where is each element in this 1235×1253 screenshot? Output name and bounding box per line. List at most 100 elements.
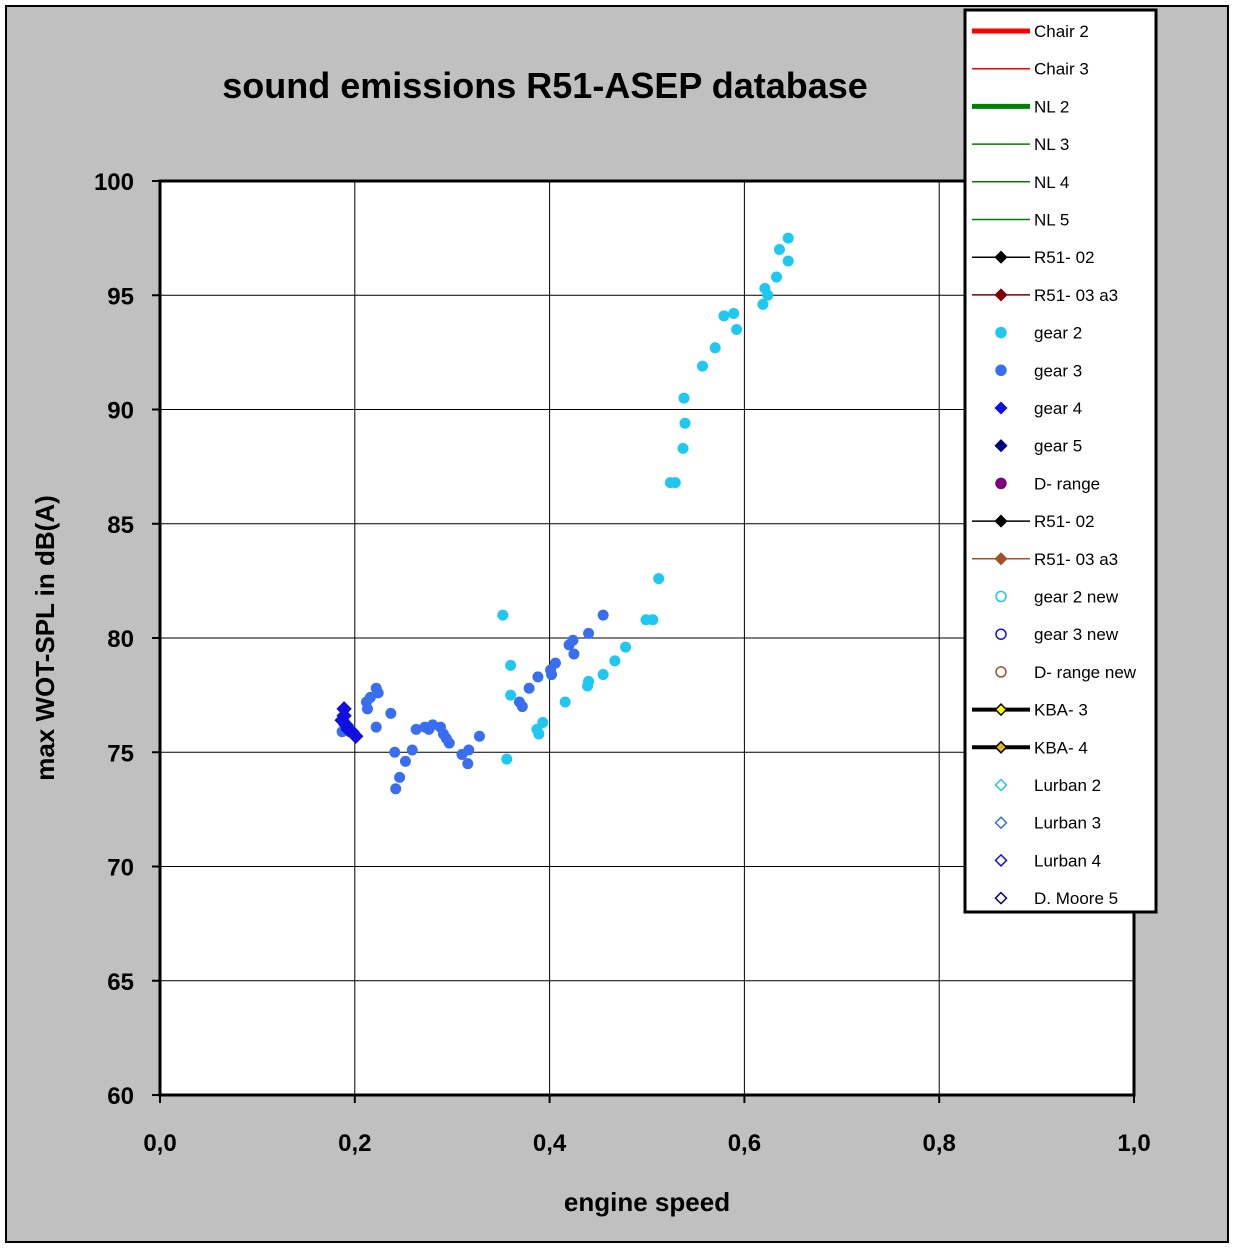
legend-item: KBA- 3 bbox=[972, 701, 1088, 720]
y-tick-label: 95 bbox=[107, 283, 134, 310]
gear-2-point bbox=[762, 289, 774, 301]
legend-item: R51- 03 a3 bbox=[972, 286, 1118, 305]
legend-item: gear 2 new bbox=[995, 588, 1119, 607]
gear-3-point bbox=[410, 723, 422, 735]
data-points bbox=[334, 232, 794, 795]
legend-label: R51- 02 bbox=[1034, 512, 1094, 531]
legend-diamond-marker bbox=[994, 816, 1008, 830]
gear-3-point bbox=[406, 744, 418, 756]
legend-item: gear 4 bbox=[994, 399, 1082, 418]
gear-3-point bbox=[583, 627, 595, 639]
y-tick-label: 100 bbox=[94, 169, 134, 196]
legend-item: Lurban 4 bbox=[994, 851, 1101, 870]
gear-2-point bbox=[533, 728, 545, 740]
legend-label: R51- 02 bbox=[1034, 248, 1094, 267]
gear-3-point bbox=[516, 701, 528, 713]
legend-label: NL 4 bbox=[1034, 173, 1069, 192]
gear-3-point bbox=[456, 749, 468, 761]
gear-3-point bbox=[563, 639, 575, 651]
legend-item: gear 2 bbox=[995, 324, 1082, 343]
legend-label: NL 3 bbox=[1034, 135, 1069, 154]
gear-3-point bbox=[462, 758, 474, 770]
legend-diamond-marker bbox=[994, 853, 1008, 867]
legend-label: gear 2 new bbox=[1034, 588, 1119, 607]
gear-2-point bbox=[559, 696, 571, 708]
legend-item: NL 2 bbox=[972, 97, 1069, 116]
gear-2-point bbox=[620, 641, 632, 653]
gear-2-point bbox=[709, 342, 721, 354]
gear-3-point bbox=[390, 783, 402, 795]
legend-diamond-marker bbox=[994, 740, 1008, 754]
x-axis-label: engine speed bbox=[564, 1187, 730, 1217]
gear-2-point bbox=[653, 573, 665, 585]
x-tick-label: 0,6 bbox=[728, 1130, 761, 1157]
legend-circle-marker bbox=[995, 628, 1007, 640]
gear-3-point bbox=[568, 648, 580, 660]
legend-item: D- range bbox=[995, 474, 1100, 493]
gear-2-point bbox=[679, 417, 691, 429]
legend-diamond-marker bbox=[994, 439, 1008, 453]
gear-3-point bbox=[361, 703, 373, 715]
legend-item: NL 4 bbox=[972, 173, 1069, 192]
legend-diamond-marker bbox=[994, 703, 1008, 717]
legend-circle-marker bbox=[995, 590, 1007, 603]
legend-circle-marker bbox=[995, 364, 1007, 377]
legend-label: Chair 3 bbox=[1034, 60, 1089, 79]
legend-label: Chair 2 bbox=[1034, 22, 1089, 41]
legend-box bbox=[963, 8, 1158, 914]
gear-2-point bbox=[505, 689, 517, 701]
legend-item: D- range new bbox=[995, 663, 1137, 682]
y-tick-label: 60 bbox=[107, 1083, 134, 1110]
y-tick-label: 80 bbox=[107, 626, 134, 653]
gear-3-point bbox=[389, 746, 401, 758]
legend-label: NL 2 bbox=[1034, 97, 1069, 116]
legend-label: gear 5 bbox=[1034, 437, 1082, 456]
gear-2-point bbox=[728, 308, 740, 320]
gear-3-point bbox=[443, 737, 455, 749]
legend-item: Chair 3 bbox=[972, 60, 1089, 79]
gear-2-point bbox=[497, 609, 509, 621]
gear-2-point bbox=[597, 669, 609, 681]
legend-diamond-marker bbox=[994, 250, 1008, 264]
axis-ticks: 0,0 0,2 0,4 0,6 0,8 1,0 60 65 70 75 80 85 90 95 100 bbox=[94, 169, 1151, 1157]
gear-3-point bbox=[370, 721, 382, 733]
legend-diamond-marker bbox=[994, 891, 1008, 905]
legend-circle-marker bbox=[995, 326, 1007, 339]
x-tick-label: 0,2 bbox=[338, 1130, 371, 1157]
gear-2-point bbox=[505, 659, 517, 671]
legend-label: KBA- 4 bbox=[1034, 738, 1088, 757]
legend-item: R51- 02 bbox=[972, 512, 1094, 531]
legend-item: R51- 03 a3 bbox=[972, 550, 1118, 569]
legend-label: R51- 03 a3 bbox=[1034, 550, 1118, 569]
legend-item: gear 5 bbox=[994, 437, 1082, 456]
x-tick-label: 0,8 bbox=[923, 1130, 956, 1157]
legend-diamond-marker bbox=[994, 778, 1008, 792]
legend-diamond-marker bbox=[994, 514, 1008, 528]
legend-label: gear 4 bbox=[1034, 399, 1082, 418]
legend-item: KBA- 4 bbox=[972, 738, 1088, 757]
gear-2-point bbox=[677, 442, 689, 454]
gear-2-point bbox=[773, 244, 785, 256]
legend-label: Lurban 3 bbox=[1034, 814, 1101, 833]
legend-label: R51- 03 a3 bbox=[1034, 286, 1118, 305]
x-tick-label: 0,0 bbox=[143, 1130, 176, 1157]
gear-4-point bbox=[348, 728, 364, 744]
legend-item: R51- 02 bbox=[972, 248, 1094, 267]
gear-3-point bbox=[546, 669, 558, 681]
gear-3-point bbox=[394, 771, 406, 783]
legend-item: NL 3 bbox=[972, 135, 1069, 154]
chart-title: sound emissions R51-ASEP database bbox=[222, 65, 868, 106]
legend-circle-marker bbox=[995, 477, 1007, 490]
legend-label: D- range new bbox=[1034, 663, 1137, 682]
legend-label: D- range bbox=[1034, 474, 1100, 493]
gear-3-point bbox=[532, 671, 544, 683]
gear-2-point bbox=[501, 753, 513, 765]
gear-3-point bbox=[399, 755, 411, 767]
legend-item: NL 5 bbox=[972, 211, 1069, 230]
x-tick-label: 1,0 bbox=[1117, 1130, 1150, 1157]
legend-diamond-marker bbox=[994, 401, 1008, 415]
y-tick-label: 75 bbox=[107, 740, 134, 767]
gear-2-point bbox=[582, 680, 594, 692]
